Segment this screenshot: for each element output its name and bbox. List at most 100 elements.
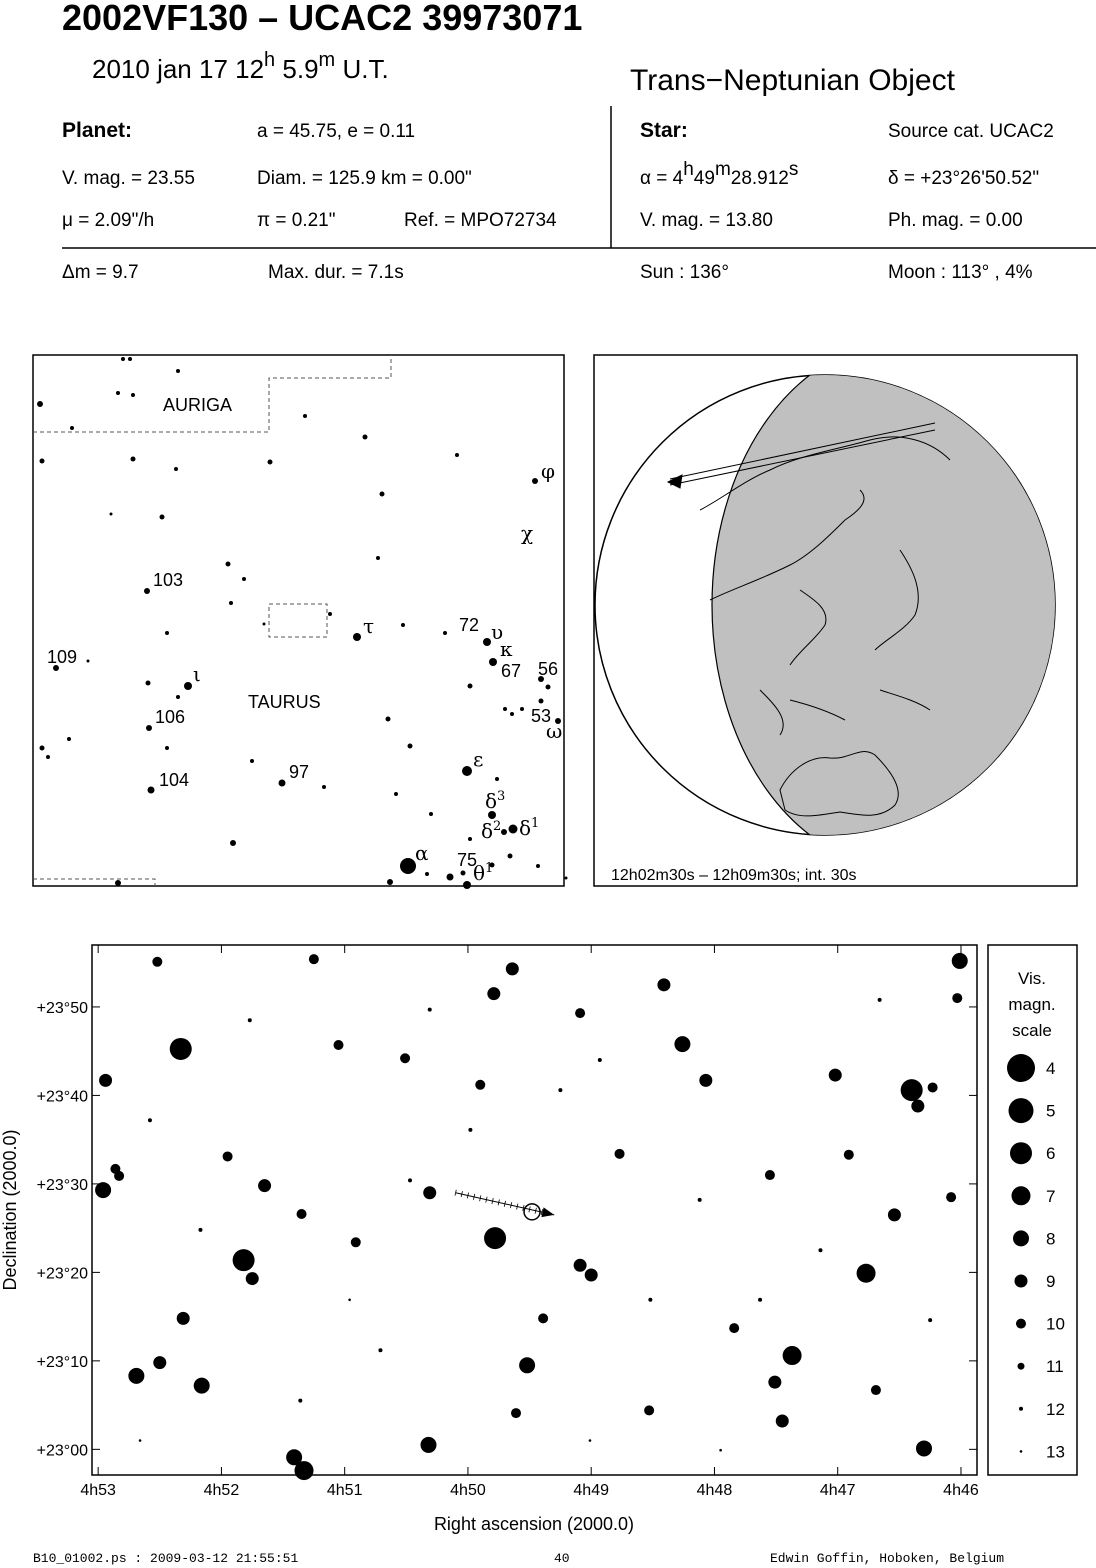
star (298, 1398, 303, 1403)
star (423, 1186, 437, 1200)
constellation-label: AURIGA (163, 395, 232, 415)
star-label: υ (491, 620, 503, 644)
legend-symbol (1013, 1230, 1029, 1247)
y-tick-label: +23°20 (37, 1265, 88, 1282)
label-part: θ (473, 861, 485, 885)
finder-stars (37, 357, 568, 889)
star (176, 1311, 190, 1325)
star (575, 1008, 586, 1019)
legend-label: 5 (1046, 1102, 1055, 1121)
star (927, 1082, 938, 1093)
track-tick (466, 1192, 469, 1199)
star-label: α (415, 841, 429, 865)
sun: Sun : 136° (640, 262, 729, 283)
star (952, 993, 963, 1004)
star-label: δ3 (485, 789, 505, 813)
ra-part: 28.912 (731, 168, 789, 189)
shadow-track (666, 422, 936, 489)
date-sup: h (264, 49, 275, 71)
legend-symbol (1019, 1406, 1023, 1411)
star (222, 1151, 233, 1162)
star (245, 1272, 259, 1286)
legend-label: 4 (1046, 1059, 1055, 1078)
star (657, 978, 671, 992)
star (768, 1375, 782, 1389)
track-tick (516, 1203, 519, 1210)
star (153, 1356, 167, 1370)
x-tick-label: 4h51 (327, 1482, 363, 1499)
star (505, 962, 519, 976)
x-axis-label: Right ascension (2000.0) (434, 1514, 634, 1534)
legend-symbol (1010, 1142, 1032, 1165)
x-tick-label: 4h53 (80, 1482, 116, 1499)
constellation-boundary (33, 355, 392, 886)
star (843, 1149, 854, 1160)
target (523, 1203, 541, 1221)
star (782, 1346, 802, 1366)
star (573, 1258, 587, 1272)
y-tick-label: +23°10 (37, 1354, 88, 1371)
star (258, 1179, 272, 1193)
star (138, 1439, 142, 1442)
star (408, 1178, 413, 1183)
footer-page: 40 (554, 1551, 570, 1566)
star-label: δ2 (481, 819, 501, 843)
star-label: Star: (640, 119, 688, 142)
track-tick (473, 1193, 476, 1200)
star (487, 987, 501, 1001)
star (420, 1436, 437, 1453)
label-sup: 2 (493, 819, 501, 834)
track-tick (479, 1195, 482, 1202)
star (775, 1414, 789, 1428)
star (828, 1068, 842, 1082)
legend-label: 12 (1046, 1400, 1065, 1419)
planet-parallax: π = 0.21" (257, 210, 336, 231)
star (484, 1227, 507, 1250)
info-table: Planet: a = 45.75, e = 0.11 V. mag. = 23… (62, 106, 1096, 283)
legend-symbol (1007, 1054, 1035, 1082)
star (758, 1297, 763, 1302)
star-label: ω (546, 719, 562, 743)
label-part: δ (485, 789, 497, 813)
star (644, 1405, 655, 1416)
track-tick (510, 1202, 513, 1209)
star-label: 56 (538, 659, 558, 679)
star-label: ι (193, 662, 201, 686)
title: 2002VF130 – UCAC2 39973071 (62, 0, 582, 38)
coastlines (699, 436, 951, 817)
star (400, 1053, 411, 1064)
star (427, 1007, 432, 1012)
star (95, 1182, 112, 1199)
track-tick (540, 1209, 543, 1216)
ra-sup: h (683, 159, 694, 180)
star-label: δ1 (519, 816, 539, 840)
delta-mag: Δm = 9.7 (62, 262, 139, 283)
star (333, 1039, 344, 1050)
y-axis-label: Declination (2000.0) (0, 1129, 20, 1290)
star-label: 103 (153, 570, 183, 590)
star (511, 1408, 522, 1419)
star (468, 1127, 473, 1132)
x-tick-label: 4h46 (943, 1482, 979, 1499)
star (247, 1018, 252, 1023)
star (152, 956, 163, 967)
star (699, 1073, 713, 1087)
legend-label: 11 (1046, 1357, 1064, 1376)
star (114, 1170, 125, 1181)
date-part: U.T. (335, 54, 388, 84)
ra-part: 49 (694, 168, 715, 189)
star-phmag: Ph. mag. = 0.00 (888, 210, 1023, 231)
star-label: θ1 (473, 861, 493, 885)
star-label: 104 (159, 770, 189, 790)
star (911, 1099, 925, 1113)
legend-frame (987, 944, 1078, 1476)
date-part: 5.9 (275, 54, 318, 84)
star (597, 1058, 602, 1063)
y-tick-label: +23°00 (37, 1442, 88, 1459)
star (764, 1170, 775, 1181)
star-label: 67 (501, 661, 521, 681)
x-tick-label: 4h52 (204, 1482, 240, 1499)
track-tick (528, 1206, 531, 1213)
track-tick (497, 1199, 500, 1206)
legend-symbol (1008, 1098, 1034, 1124)
